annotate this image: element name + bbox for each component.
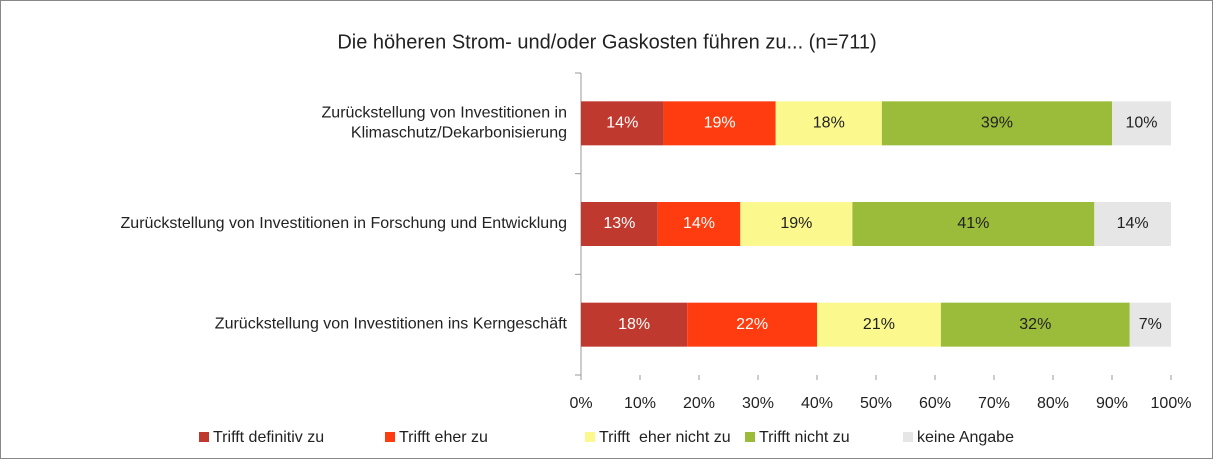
value-label: 10% [1125, 115, 1157, 132]
x-tick-label: 70% [978, 395, 1010, 412]
bar-segment [940, 302, 1130, 347]
bar-segment [581, 302, 688, 347]
y-tick-label-line: Zurückstellung von Investitionen ins Ker… [215, 316, 568, 333]
value-label: 21% [863, 316, 895, 333]
y-tick-label-line: Klimaschutz/Dekarbonisierung [351, 125, 567, 142]
x-tick-label: 10% [624, 395, 656, 412]
bar-segment [663, 101, 776, 146]
legend-label: Trifft definitiv zu [213, 429, 324, 446]
x-tick-label: 40% [801, 395, 833, 412]
value-label: 7% [1139, 316, 1162, 333]
bar-segment [881, 101, 1112, 146]
legend-swatch [385, 432, 395, 442]
bar-segment [687, 302, 817, 347]
y-tick-label-line: Zurückstellung von Investitionen in Fors… [121, 215, 567, 232]
value-label: 32% [1019, 316, 1051, 333]
legend-swatch [903, 432, 913, 442]
legend-swatch [745, 432, 755, 442]
x-tick-label: 90% [1096, 395, 1128, 412]
bar-segment [1129, 302, 1171, 347]
value-label: 22% [736, 316, 768, 333]
y-tick-label: Zurückstellung von Investitionen in Fors… [121, 215, 567, 232]
x-tick-label: 80% [1037, 395, 1069, 412]
y-tick-label-line: Zurückstellung von Investitionen in [322, 105, 567, 122]
value-label: 18% [618, 316, 650, 333]
bar-segment [657, 202, 741, 246]
value-label: 39% [981, 115, 1013, 132]
value-label: 18% [813, 115, 845, 132]
bar-segment [740, 202, 853, 246]
bar-segment [581, 101, 664, 146]
legend-swatch [585, 432, 595, 442]
legend-label: keine Angabe [917, 429, 1014, 446]
legend-label: Trifft eher nicht zu [599, 429, 731, 446]
y-tick-label: Zurückstellung von Investitionen ins Ker… [215, 316, 568, 333]
chart-title: Die höheren Strom- und/oder Gaskosten fü… [337, 31, 876, 53]
value-label: 14% [1117, 215, 1149, 232]
y-tick-label: Zurückstellung von Investitionen in Klima… [322, 105, 567, 142]
bar-segment [1094, 202, 1171, 246]
value-label: 14% [683, 215, 715, 232]
bar-segment [1112, 101, 1171, 146]
value-label: 14% [606, 115, 638, 132]
x-tick-label: 50% [860, 395, 892, 412]
x-tick-label: 20% [683, 395, 715, 412]
x-tick-label: 30% [742, 395, 774, 412]
value-label: 19% [704, 115, 736, 132]
x-tick-label: 0% [569, 395, 592, 412]
x-tick-label: 60% [919, 395, 951, 412]
bar-segment [581, 202, 658, 246]
value-label: 13% [603, 215, 635, 232]
bar-segment [775, 101, 882, 146]
bar-segment [852, 202, 1095, 246]
legend-label: Trifft eher zu [399, 429, 488, 446]
x-tick-label: 100% [1151, 395, 1192, 412]
value-label: 19% [780, 215, 812, 232]
bar-segment [817, 302, 941, 347]
value-label: 41% [957, 215, 989, 232]
legend-swatch [199, 432, 209, 442]
legend-label: Trifft nicht zu [759, 429, 850, 446]
